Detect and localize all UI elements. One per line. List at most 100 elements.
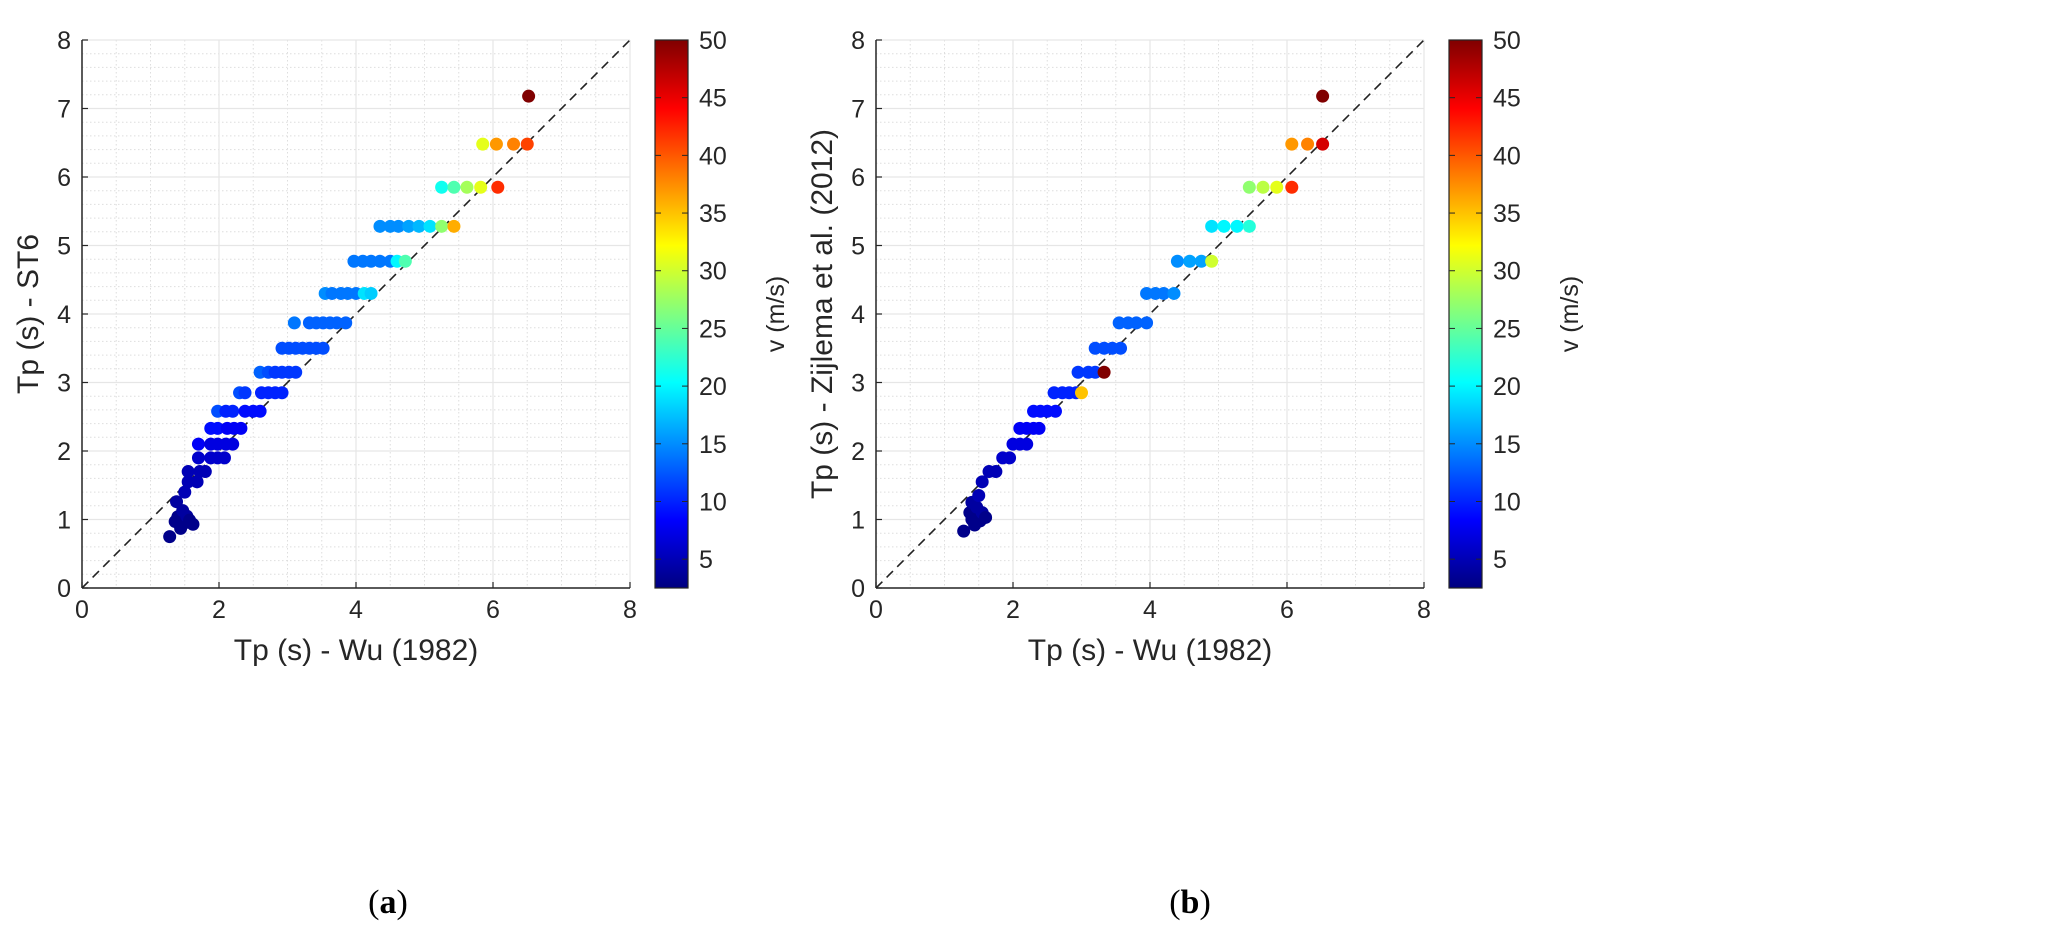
data-point — [178, 485, 192, 499]
colorbar-tick-label: 35 — [699, 200, 727, 228]
y-tick-label: 6 — [851, 164, 865, 192]
x-axis-label: Tp (s) - Wu (1982) — [234, 634, 479, 667]
data-point — [1285, 137, 1299, 151]
data-point — [972, 489, 986, 503]
y-tick-label: 1 — [851, 507, 865, 535]
colorbar-tick-label: 10 — [699, 488, 727, 516]
data-point — [170, 495, 184, 509]
data-point — [975, 475, 989, 489]
data-point — [163, 530, 177, 544]
data-point — [1140, 286, 1154, 300]
colorbar-tick-label: 30 — [699, 258, 727, 286]
data-point — [1316, 89, 1330, 103]
data-point — [1285, 180, 1299, 194]
x-axis-label: Tp (s) - Wu (1982) — [1028, 634, 1273, 667]
colorbar-tick-label: 20 — [1493, 373, 1521, 401]
y-tick-label: 4 — [57, 301, 71, 329]
data-point — [1129, 316, 1143, 330]
x-tick-label: 6 — [1280, 596, 1294, 624]
data-point — [1075, 386, 1088, 400]
data-point — [1205, 219, 1219, 233]
data-point — [364, 286, 378, 300]
data-point — [1114, 341, 1128, 355]
data-point — [435, 219, 449, 233]
data-point — [398, 254, 412, 268]
y-tick-label: 0 — [57, 575, 71, 603]
data-point — [234, 421, 248, 435]
data-point — [1270, 180, 1284, 194]
y-tick-label: 3 — [57, 370, 71, 398]
data-point — [474, 180, 488, 194]
colorbar-tick-label: 5 — [1493, 546, 1507, 574]
data-point — [1256, 180, 1270, 194]
data-point — [1048, 404, 1062, 418]
x-tick-label: 8 — [623, 596, 637, 624]
data-point — [373, 254, 387, 268]
data-point — [447, 219, 461, 233]
colorbar-tick-label: 50 — [699, 27, 727, 55]
data-point — [190, 475, 204, 489]
y-axis-label: Tp (s) - Zijlema et al. (2012) — [806, 129, 839, 499]
data-point — [1112, 316, 1126, 330]
x-tick-label: 4 — [1143, 596, 1157, 624]
data-point — [1140, 316, 1154, 330]
x-tick-label: 2 — [1006, 596, 1020, 624]
data-point — [316, 341, 330, 355]
data-point — [339, 316, 353, 330]
data-point — [1217, 219, 1231, 233]
y-tick-label: 6 — [57, 164, 71, 192]
colorbar-label: v (m/s) — [762, 276, 790, 352]
panel-label: (a) — [368, 884, 408, 921]
data-point — [198, 465, 212, 479]
colorbar-label: v (m/s) — [1556, 276, 1584, 352]
colorbar-tick-label: 20 — [699, 373, 727, 401]
data-point — [1316, 137, 1330, 151]
data-point — [489, 137, 503, 151]
y-tick-label: 4 — [851, 301, 865, 329]
y-tick-label: 0 — [851, 575, 865, 603]
data-point — [447, 180, 461, 194]
data-point — [364, 254, 378, 268]
data-point — [289, 365, 303, 379]
colorbar: 5 10 15 20 25 30 35 40 45 50 v (m/s) — [654, 27, 790, 589]
data-point — [1170, 254, 1184, 268]
colorbar-tick-label: 50 — [1493, 27, 1521, 55]
y-tick-label: 8 — [851, 27, 865, 55]
y-tick-label: 3 — [851, 370, 865, 398]
colorbar-tick-label: 10 — [1493, 488, 1521, 516]
data-point — [238, 386, 252, 400]
colorbar-tick-label: 15 — [699, 431, 727, 459]
colorbar-tick-label: 5 — [699, 546, 713, 574]
colorbar-tick-label: 35 — [1493, 200, 1521, 228]
data-point — [491, 180, 505, 194]
data-point — [287, 316, 301, 330]
data-point — [1183, 254, 1197, 268]
data-point — [211, 421, 225, 435]
data-point — [186, 517, 200, 531]
data-point — [325, 286, 339, 300]
data-point — [522, 89, 536, 103]
colorbar: 5 10 15 20 25 30 35 40 45 50 v (m/s) — [1448, 27, 1584, 589]
data-point — [275, 386, 289, 400]
data-point — [423, 219, 437, 233]
data-point — [1242, 219, 1256, 233]
colorbar-gradient — [654, 39, 689, 589]
data-point — [412, 219, 426, 233]
data-point — [989, 465, 1003, 479]
data-point — [181, 465, 195, 479]
colorbar-gradient — [1448, 39, 1483, 589]
x-tick-label: 8 — [1417, 596, 1431, 624]
colorbar-tick-label: 40 — [1493, 142, 1521, 170]
data-point — [1097, 365, 1111, 379]
data-point — [957, 524, 971, 538]
panel-label: (b) — [1169, 884, 1211, 921]
data-point — [181, 475, 195, 489]
data-point — [402, 219, 416, 233]
data-point — [435, 180, 449, 194]
y-tick-label: 5 — [57, 233, 71, 261]
x-tick-label: 6 — [486, 596, 500, 624]
y-tick-label: 2 — [851, 438, 865, 466]
data-point — [1071, 365, 1085, 379]
colorbar-tick-label: 40 — [699, 142, 727, 170]
